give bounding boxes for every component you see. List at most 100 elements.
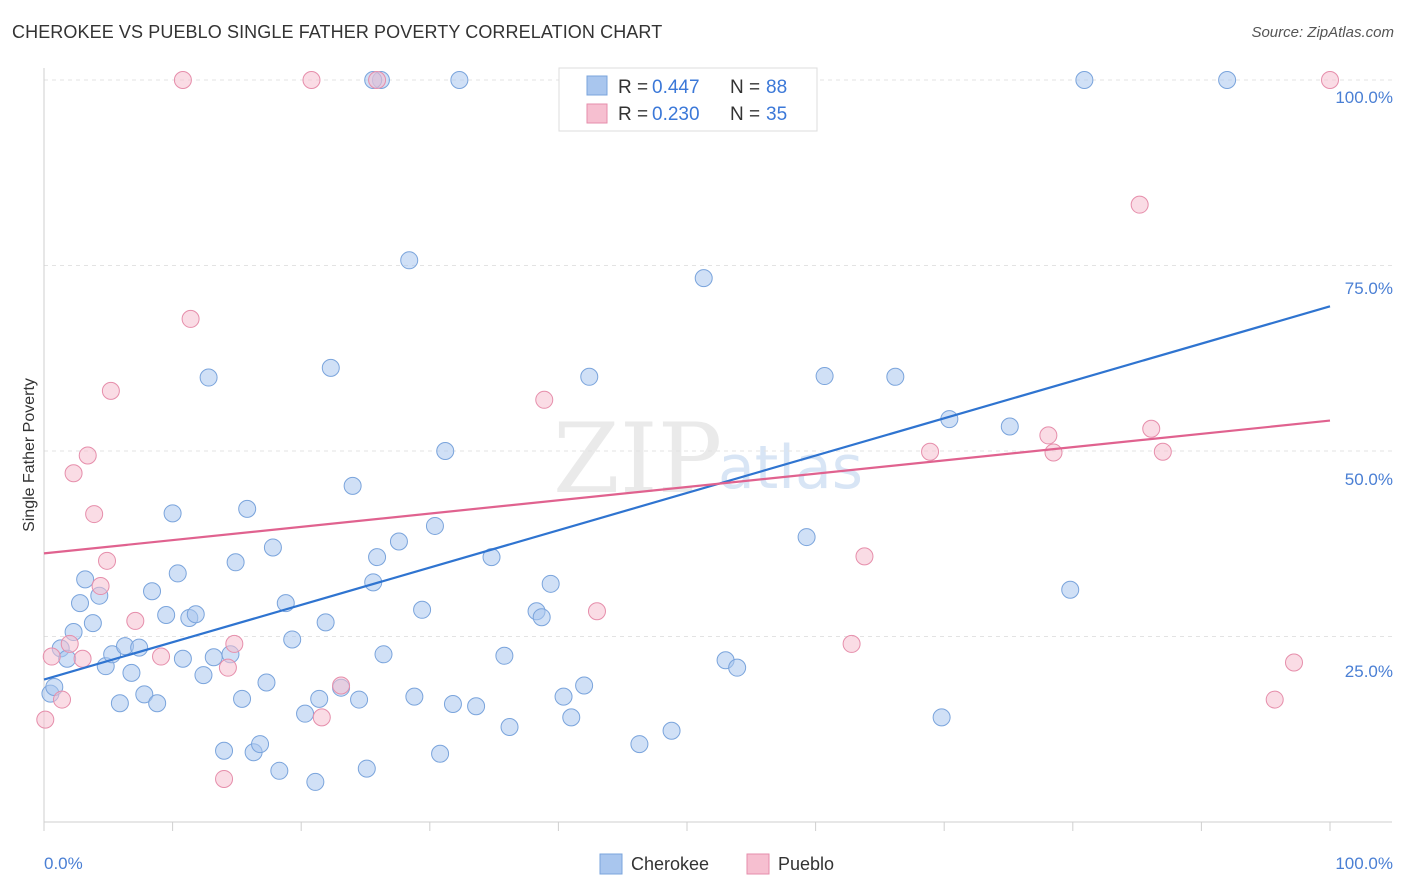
point-cherokee-62 [495, 646, 514, 665]
point-pueblo-8 [91, 577, 110, 596]
point-cherokee-77 [797, 528, 816, 547]
chart-title: CHEROKEE VS PUEBLO SINGLE FATHER POVERTY… [12, 22, 663, 42]
x-axis-ticks [43, 822, 1331, 831]
point-cherokee-34 [257, 673, 276, 692]
point-pueblo-10 [101, 381, 120, 400]
point-cherokee-70 [580, 367, 599, 386]
point-cherokee-60 [467, 697, 486, 716]
point-pueblo-4 [64, 464, 83, 483]
point-cherokee-38 [283, 630, 302, 649]
point-pueblo-27 [1039, 426, 1058, 445]
point-cherokee-84 [1075, 71, 1094, 89]
point-pueblo-33 [1284, 653, 1303, 672]
point-cherokee-66 [541, 574, 560, 593]
point-cherokee-73 [694, 269, 713, 288]
point-pueblo-18 [302, 71, 321, 89]
point-pueblo-14 [181, 309, 200, 328]
legend-r-label-pueblo: R = [618, 104, 648, 125]
bottom-legend-swatch-cherokee [599, 853, 623, 875]
point-cherokee-40 [306, 772, 325, 791]
bottom-legend-label-cherokee: Cherokee [631, 854, 709, 874]
point-cherokee-71 [630, 735, 649, 754]
point-cherokee-59 [450, 71, 469, 89]
y-tick-label-25: 25.0% [1345, 662, 1393, 681]
y-tick-label-50: 50.0% [1345, 470, 1393, 489]
y-tick-label-75: 75.0% [1345, 279, 1393, 298]
x-tick-label-100: 100.0% [1335, 854, 1393, 873]
point-cherokee-42 [316, 613, 335, 632]
point-cherokee-29 [226, 553, 245, 572]
point-pueblo-6 [78, 446, 97, 465]
point-cherokee-55 [425, 516, 444, 535]
legend-swatch-cherokee [586, 75, 608, 96]
point-cherokee-80 [932, 708, 951, 727]
source-credit: Source: ZipAtlas.com [1251, 24, 1394, 41]
point-cherokee-11 [110, 694, 129, 713]
point-cherokee-50 [374, 645, 393, 664]
point-cherokee-54 [413, 600, 432, 619]
point-cherokee-23 [186, 605, 205, 624]
bottom-legend-swatch-pueblo [746, 853, 770, 875]
point-cherokee-7 [83, 614, 102, 633]
point-pueblo-5 [73, 649, 92, 668]
point-cherokee-3 [58, 649, 77, 668]
point-pueblo-1 [42, 647, 61, 666]
point-pueblo-24 [842, 634, 861, 653]
point-cherokee-63 [500, 718, 519, 737]
point-cherokee-31 [238, 499, 257, 518]
point-pueblo-19 [312, 708, 331, 727]
point-cherokee-76 [728, 658, 747, 677]
point-pueblo-26 [921, 442, 940, 461]
point-cherokee-72 [662, 721, 681, 740]
watermark-atlas: atlas [718, 433, 863, 503]
point-pueblo-3 [60, 634, 79, 653]
legend-n-value-cherokee: 88 [766, 77, 787, 98]
point-cherokee-27 [215, 741, 234, 760]
point-pueblo-32 [1265, 690, 1284, 709]
point-cherokee-33 [251, 735, 270, 754]
point-pueblo-12 [152, 647, 171, 666]
watermark: ZIP atlas [553, 403, 863, 515]
point-pueblo-20 [332, 676, 351, 695]
watermark-zip: ZIP [553, 403, 722, 515]
series-legend: Cherokee Pueblo [599, 853, 834, 875]
point-cherokee-15 [135, 685, 154, 704]
point-cherokee-39 [296, 704, 315, 723]
point-cherokee-16 [143, 582, 162, 601]
point-pueblo-34 [1321, 71, 1339, 89]
legend-r-value-cherokee: 0.447 [652, 77, 700, 98]
point-cherokee-68 [562, 708, 581, 727]
point-cherokee-45 [343, 476, 362, 495]
point-pueblo-15 [215, 769, 234, 788]
legend-r-value-pueblo: 0.230 [652, 104, 700, 125]
legend-swatch-pueblo [586, 103, 608, 124]
point-cherokee-25 [199, 368, 218, 387]
point-pueblo-22 [535, 390, 554, 409]
point-cherokee-24 [194, 666, 213, 685]
point-pueblo-13 [173, 71, 192, 89]
point-pueblo-11 [126, 611, 145, 630]
point-cherokee-79 [886, 367, 905, 386]
point-pueblo-30 [1142, 419, 1161, 438]
gridlines [44, 79, 1392, 637]
point-cherokee-58 [443, 695, 462, 714]
stats-legend: R = 0.447 N = 88 R = 0.230 N = 35 [558, 67, 818, 132]
point-cherokee-69 [575, 676, 594, 695]
y-tick-labels: 25.0% 50.0% 75.0% 100.0% [1335, 88, 1393, 681]
legend-n-label-cherokee: N = [730, 77, 760, 98]
point-cherokee-6 [76, 570, 95, 589]
point-cherokee-57 [436, 442, 455, 460]
point-cherokee-43 [321, 358, 340, 377]
point-pueblo-28 [1044, 443, 1063, 462]
point-cherokee-56 [431, 744, 450, 763]
point-cherokee-20 [168, 564, 187, 583]
series-cherokee-points [41, 71, 1237, 791]
point-cherokee-13 [122, 663, 141, 682]
point-cherokee-36 [270, 761, 289, 780]
point-cherokee-26 [204, 648, 223, 667]
point-pueblo-2 [53, 690, 72, 709]
point-cherokee-65 [532, 608, 551, 627]
legend-r-label-cherokee: R = [618, 77, 648, 98]
point-pueblo-16 [218, 658, 237, 677]
point-cherokee-17 [148, 694, 167, 713]
